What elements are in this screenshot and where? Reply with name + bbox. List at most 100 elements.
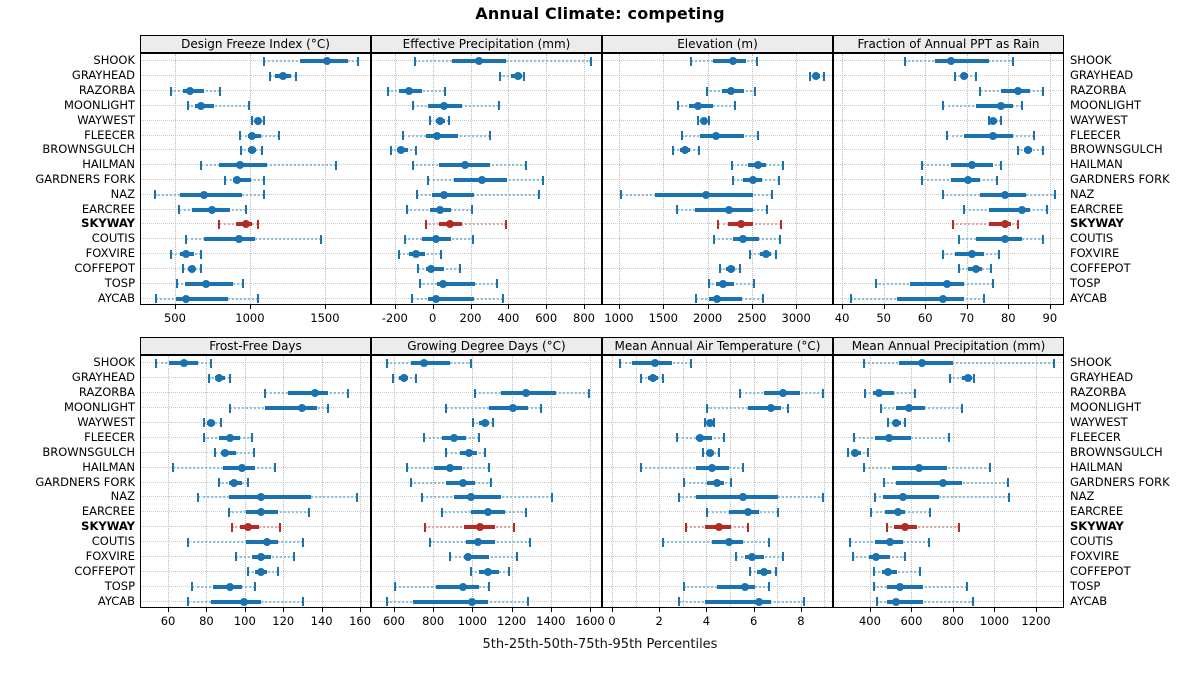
site-label-right: FLEECER — [1070, 429, 1121, 444]
whisker-cap-low — [184, 234, 187, 244]
whisker-cap-low — [199, 160, 202, 170]
whisker-cap-low — [876, 597, 879, 607]
axis-tick-label: 0 — [429, 311, 437, 325]
percentile-whisker — [707, 407, 788, 410]
whisker-cap-low — [411, 160, 414, 170]
median-dot — [458, 582, 467, 591]
axis-tick-label: 160 — [349, 614, 372, 628]
whisker-cap-high — [219, 418, 222, 428]
whisker-cap-high — [292, 552, 295, 562]
whisker-cap-high — [247, 101, 250, 111]
whisker-cap-high — [512, 522, 515, 532]
whisker-cap-low — [852, 552, 855, 562]
interquartile-bar — [232, 178, 251, 182]
tick-gridline — [206, 356, 208, 607]
whisker-cap-low — [196, 492, 199, 502]
whisker-cap-low — [678, 597, 681, 607]
median-dot — [811, 72, 820, 81]
row-gridline — [141, 421, 370, 423]
median-dot — [767, 404, 776, 413]
whisker-cap-high — [866, 448, 869, 458]
whisker-cap-high — [991, 279, 994, 289]
whisker-cap-low — [419, 279, 422, 289]
tick-gridline — [321, 356, 323, 607]
whisker-cap-high — [689, 358, 692, 368]
whisker-cap-high — [752, 279, 755, 289]
whisker-cap-low — [218, 219, 221, 229]
whisker-cap-low — [153, 190, 156, 200]
whisker-cap-low — [880, 403, 883, 413]
percentile-whisker — [863, 362, 1054, 365]
row-gridline — [834, 511, 1063, 513]
whisker-cap-high — [263, 190, 266, 200]
whisker-cap-low — [390, 145, 393, 155]
whisker-cap-low — [406, 205, 409, 215]
whisker-cap-high — [525, 507, 528, 517]
panel-strip-label: Mean Annual Precipitation (mm) — [851, 339, 1046, 353]
tick-gridline — [635, 356, 637, 607]
row-gridline — [372, 149, 601, 151]
whisker-cap-low — [948, 373, 951, 383]
whisker-cap-low — [952, 219, 955, 229]
whisker-cap-high — [302, 597, 305, 607]
axis-tick — [511, 608, 513, 612]
median-dot — [399, 374, 408, 383]
site-label-left: WAYWEST — [77, 112, 135, 127]
interquartile-bar — [873, 391, 894, 396]
site-label-left: RAZORBA — [78, 385, 135, 400]
interquartile-bar — [463, 554, 490, 559]
whisker-cap-low — [862, 358, 865, 368]
whisker-cap-low — [239, 131, 242, 141]
median-dot — [705, 418, 714, 427]
whisker-cap-high — [730, 478, 733, 487]
whisker-cap-high — [767, 582, 770, 592]
whisker-cap-high — [929, 507, 932, 517]
whisker-cap-high — [470, 358, 473, 368]
row-gridline — [834, 223, 1063, 225]
whisker-cap-low — [474, 388, 477, 398]
axis-tick — [619, 305, 620, 309]
row-gridline — [141, 253, 370, 255]
whisker-cap-low — [217, 478, 220, 487]
interquartile-bar — [934, 59, 989, 64]
median-dot — [680, 146, 689, 155]
median-dot — [405, 87, 414, 96]
site-label-right: GRAYHEAD — [1070, 68, 1134, 83]
whisker-cap-low — [619, 358, 621, 368]
whisker-cap-low — [695, 294, 698, 304]
median-dot — [737, 220, 746, 229]
median-dot — [875, 389, 884, 398]
median-dot — [943, 279, 951, 288]
whisker-cap-low — [191, 582, 194, 592]
median-dot — [743, 508, 752, 517]
median-dot — [236, 161, 245, 170]
site-label-right: SHOOK — [1070, 53, 1112, 68]
median-dot — [885, 538, 894, 547]
whisker-cap-high — [254, 582, 257, 592]
axis-tick — [168, 608, 170, 612]
axis-tick — [590, 608, 592, 612]
median-dot — [279, 72, 288, 81]
site-label-right: COUTIS — [1070, 534, 1114, 549]
median-dot — [253, 116, 262, 125]
panel-strip-label: Growing Degree Days (°C) — [407, 339, 566, 353]
site-label-right: RAZORBA — [1070, 385, 1127, 400]
site-label-left: EARCREE — [81, 201, 135, 216]
row-gridline — [834, 149, 1063, 151]
interquartile-bar — [988, 222, 1012, 227]
whisker-cap-high — [414, 373, 417, 383]
median-dot — [468, 597, 477, 606]
site-label-right: GARDNERS FORK — [1070, 474, 1170, 489]
row-gridline — [141, 377, 370, 379]
whisker-cap-high — [971, 597, 974, 607]
panel-strip-label: Design Freeze Index (°C) — [181, 37, 330, 51]
interquartile-bar — [886, 599, 923, 604]
site-label-left: NAZ — [110, 186, 135, 201]
whisker-cap-low — [853, 433, 856, 443]
row-gridline — [372, 90, 601, 92]
whisker-cap-high — [497, 101, 500, 111]
whisker-cap-low — [749, 249, 752, 259]
whisker-cap-low — [202, 418, 205, 428]
axis-tick — [508, 305, 510, 309]
whisker-cap-high — [327, 403, 330, 413]
